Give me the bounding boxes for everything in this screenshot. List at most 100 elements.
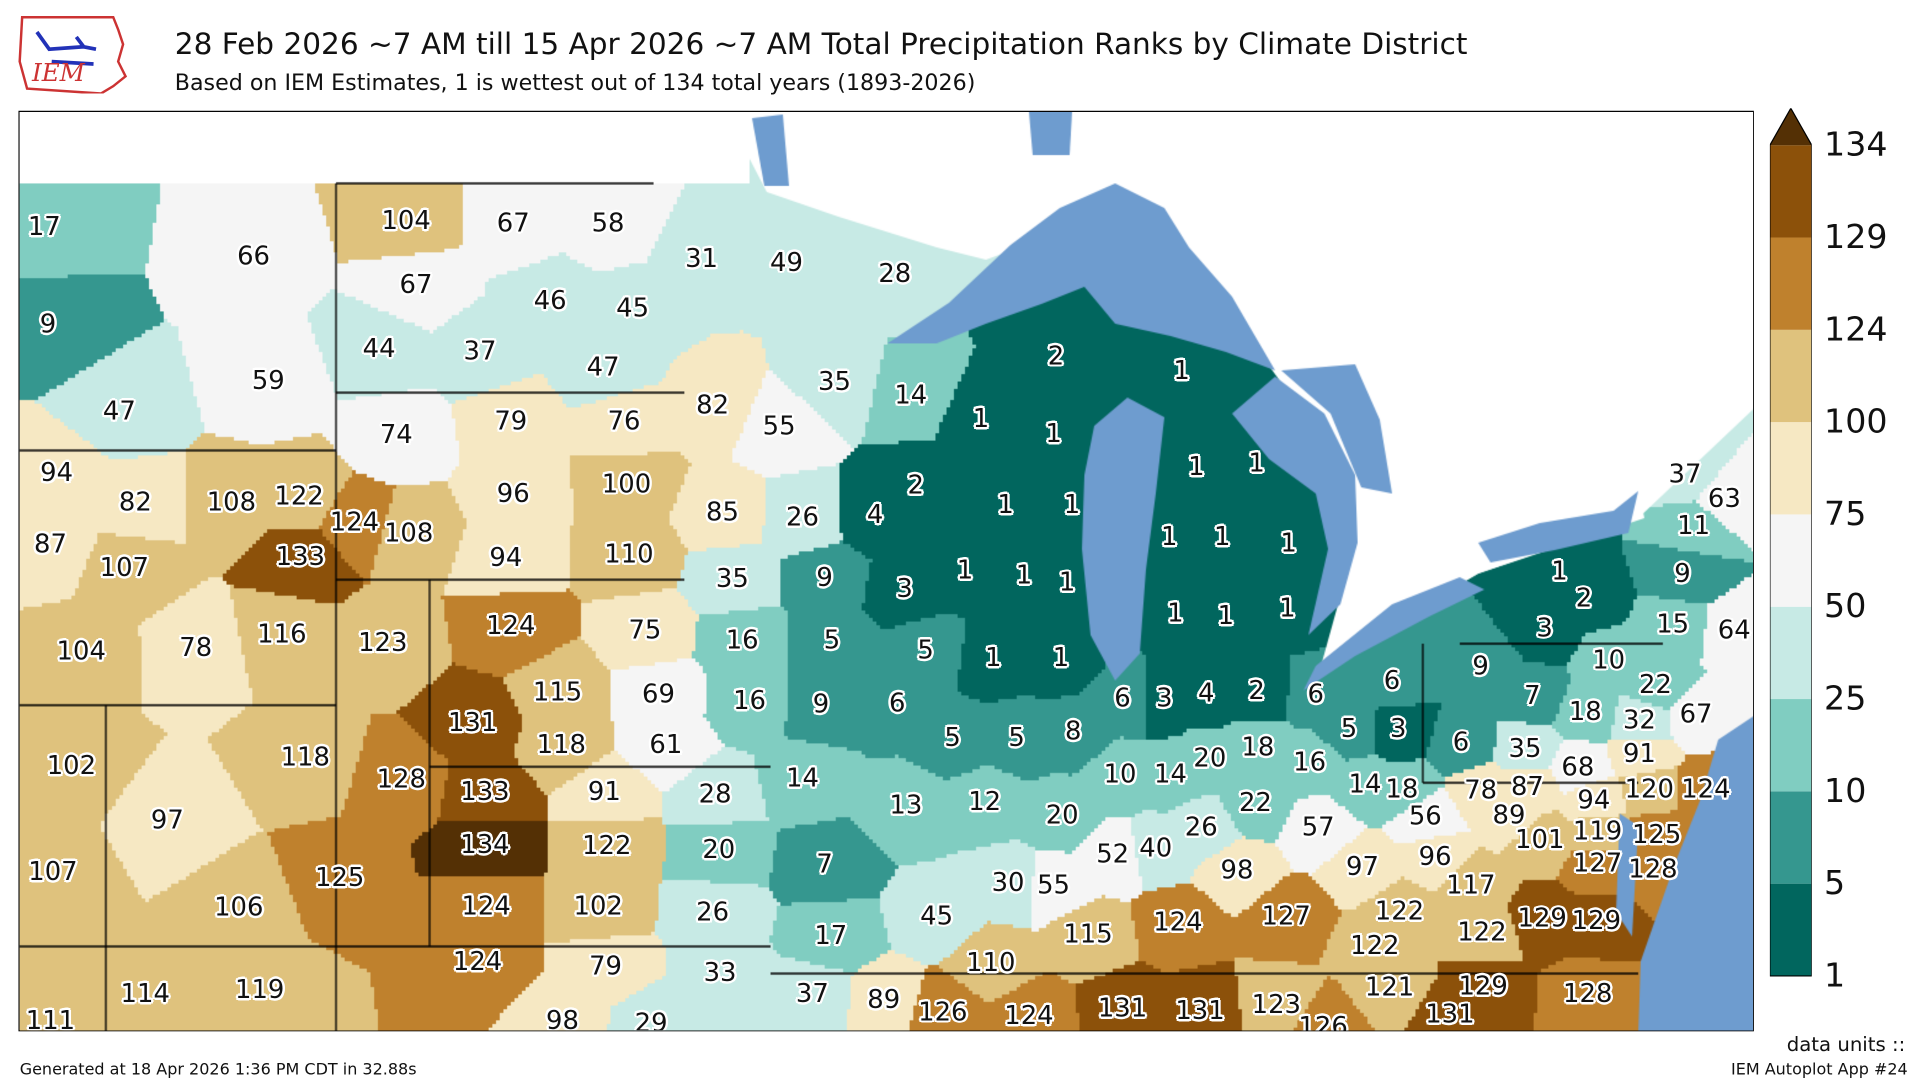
district-rank-label: 29 xyxy=(634,1007,668,1032)
district-rank-label: 124 xyxy=(452,946,503,976)
district-rank-label: 1 xyxy=(1052,642,1070,672)
district-rank-label: 1 xyxy=(1280,527,1297,558)
district-rank-label: 57 xyxy=(1301,812,1335,842)
district-rank-label: 129 xyxy=(1458,971,1508,1001)
district-rank-label: 5 xyxy=(944,722,961,752)
district-rank-label: 1 xyxy=(1551,556,1568,586)
district-rank-label: 5 xyxy=(1008,722,1025,752)
district-rank-label: 94 xyxy=(489,542,523,573)
district-rank-label: 1 xyxy=(1058,567,1076,597)
district-rank-label: 127 xyxy=(1261,900,1311,931)
district-rank-label: 1 xyxy=(985,642,1002,672)
district-rank-label: 1 xyxy=(1045,418,1062,448)
district-rank-label: 3 xyxy=(896,573,913,604)
district-rank-label: 131 xyxy=(1097,993,1148,1023)
district-rank-label: 28 xyxy=(698,779,732,809)
district-rank-label: 22 xyxy=(1238,787,1272,818)
district-rank-label: 26 xyxy=(786,502,819,532)
district-rank-label: 91 xyxy=(587,776,621,807)
district-rank-label: 1 xyxy=(1213,521,1231,552)
district-rank-label: 37 xyxy=(463,335,497,366)
district-rank-label: 116 xyxy=(257,619,307,649)
iem-logo: IEM xyxy=(18,15,128,94)
district-rank-label: 74 xyxy=(379,419,413,450)
district-rank-label: 11 xyxy=(1677,510,1711,541)
colorbar-tick-label: 75 xyxy=(1824,495,1867,534)
district-rank-label: 45 xyxy=(920,900,954,931)
district-rank-label: 87 xyxy=(1510,771,1544,802)
district-rank-label: 76 xyxy=(607,406,641,436)
colorbar-tick-label: 25 xyxy=(1824,679,1867,719)
district-rank-label: 6 xyxy=(1114,683,1131,713)
district-rank-label: 89 xyxy=(1492,799,1526,830)
district-rank-label: 3 xyxy=(1156,683,1173,713)
district-rank-label: 97 xyxy=(1346,851,1379,882)
district-rank-label: 4 xyxy=(866,499,884,530)
district-rank-label: 96 xyxy=(1418,841,1452,872)
district-rank-label: 131 xyxy=(1425,999,1475,1029)
district-rank-label: 106 xyxy=(214,892,264,922)
district-rank-label: 134 xyxy=(460,829,510,860)
district-rank-label: 110 xyxy=(966,947,1016,978)
district-rank-label: 9 xyxy=(816,562,833,592)
district-rank-label: 124 xyxy=(1681,774,1731,804)
district-rank-label: 117 xyxy=(1446,870,1496,900)
district-rank-label: 102 xyxy=(46,750,97,781)
district-rank-label: 124 xyxy=(461,891,511,921)
district-rank-label: 2 xyxy=(1047,340,1065,371)
district-rank-label: 75 xyxy=(628,615,662,645)
district-rank-label: 22 xyxy=(1638,669,1672,700)
district-rank-label: 15 xyxy=(1656,609,1690,639)
district-rank-label: 82 xyxy=(696,390,730,420)
district-rank-label: 59 xyxy=(251,365,285,396)
district-rank-label: 49 xyxy=(770,247,803,277)
district-rank-label: 3 xyxy=(1389,713,1407,744)
district-rank-label: 127 xyxy=(1572,847,1623,878)
district-rank-label: 129 xyxy=(1517,903,1567,933)
district-rank-label: 61 xyxy=(649,729,683,760)
map-subtitle: Based on IEM Estimates, 1 is wettest out… xyxy=(174,70,976,96)
district-rank-label: 104 xyxy=(381,205,431,236)
colorbar-tick-label: 134 xyxy=(1824,126,1888,165)
district-rank-label: 6 xyxy=(1307,679,1324,709)
district-rank-label: 16 xyxy=(733,685,767,716)
colorbar-segment xyxy=(1769,237,1812,330)
district-rank-label: 28 xyxy=(878,258,912,288)
district-rank-label: 55 xyxy=(1037,870,1071,900)
district-rank-label: 8 xyxy=(1065,716,1082,746)
colorbar-tick-label: 124 xyxy=(1824,310,1888,349)
district-rank-label: 122 xyxy=(1457,916,1507,947)
colorbar-tick-label: 10 xyxy=(1824,772,1867,811)
district-rank-label: 119 xyxy=(235,974,285,1005)
district-rank-label: 7 xyxy=(816,849,833,879)
district-rank-label: 1 xyxy=(1217,600,1235,631)
district-rank-label: 17 xyxy=(814,920,848,951)
district-rank-label: 128 xyxy=(376,764,426,794)
district-rank-label: 47 xyxy=(586,351,620,382)
district-rank-label: 35 xyxy=(715,563,749,594)
district-rank-label: 124 xyxy=(1004,1000,1054,1031)
district-rank-label: 66 xyxy=(237,241,270,271)
district-rank-label: 32 xyxy=(1622,705,1656,735)
district-rank-label: 47 xyxy=(102,396,136,426)
district-rank-label: 108 xyxy=(383,518,434,548)
district-rank-label: 64 xyxy=(1717,615,1751,645)
district-rank-label: 82 xyxy=(118,487,152,517)
district-rank-label: 1 xyxy=(1015,559,1033,590)
district-rank-label: 98 xyxy=(1220,855,1254,885)
district-rank-label: 124 xyxy=(486,610,536,640)
choropleth-map xyxy=(19,111,1753,1031)
district-rank-label: 118 xyxy=(536,729,586,760)
colorbar-segment xyxy=(1769,422,1812,515)
district-rank-label: 58 xyxy=(591,207,625,238)
district-rank-label: 35 xyxy=(818,366,851,397)
district-rank-label: 114 xyxy=(120,978,170,1008)
district-rank-label: 35 xyxy=(1508,733,1542,764)
district-rank-label: 9 xyxy=(1472,651,1489,681)
district-rank-label: 2 xyxy=(1575,583,1593,613)
colorbar-segment xyxy=(1769,699,1812,792)
colorbar-tick-label: 100 xyxy=(1824,403,1888,442)
district-rank-label: 63 xyxy=(1707,483,1741,514)
district-rank-label: 94 xyxy=(40,457,74,488)
district-rank-label: 6 xyxy=(1452,727,1470,757)
